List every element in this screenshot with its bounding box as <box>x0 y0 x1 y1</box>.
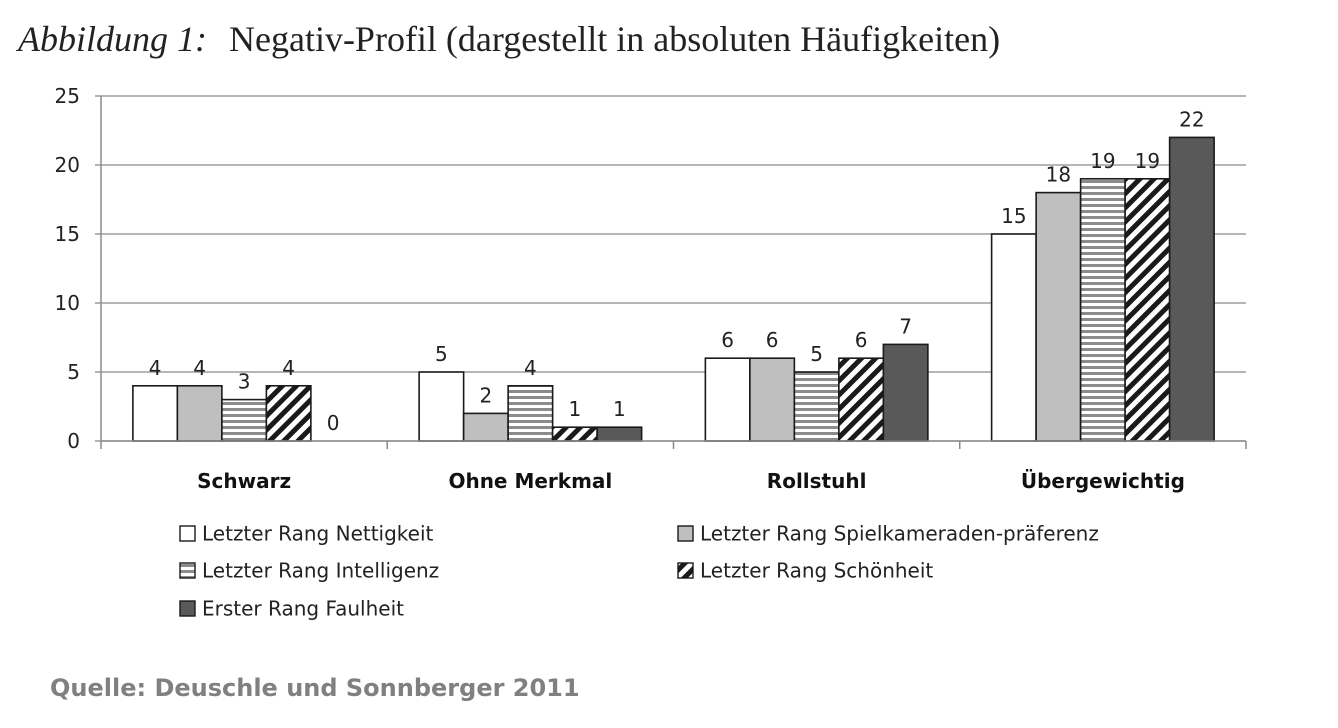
data-label: 19 <box>1135 149 1160 173</box>
figure-title: Abbildung 1: Negativ-Profil (dargestellt … <box>18 18 1000 60</box>
legend-swatch <box>677 525 694 542</box>
data-label: 7 <box>899 314 912 338</box>
bars <box>132 136 1215 442</box>
legend-swatch <box>179 562 196 579</box>
y-tick-label: 5 <box>67 360 80 384</box>
legend: Letzter Rang Nettigkeit Letzter Rang Spie… <box>179 522 1099 621</box>
data-label: 6 <box>766 328 779 352</box>
legend-swatch <box>179 525 196 542</box>
bar <box>793 371 840 442</box>
data-label: 5 <box>435 342 448 366</box>
data-label: 4 <box>149 356 162 380</box>
y-tick-label: 15 <box>55 222 80 246</box>
bar <box>265 384 312 442</box>
bar <box>704 357 751 442</box>
legend-label: Erster Rang Faulheit <box>202 597 404 621</box>
bar <box>1124 178 1171 442</box>
y-axis-ticks: 0 5 10 15 20 25 <box>55 84 80 453</box>
y-tick-label: 0 <box>67 429 80 453</box>
legend-label: Letzter Rang Schönheit <box>700 559 933 583</box>
axes <box>100 96 1247 449</box>
y-tick-label: 10 <box>55 291 80 315</box>
data-label: 4 <box>193 356 206 380</box>
data-label: 1 <box>613 397 626 421</box>
bar <box>596 426 643 442</box>
bar <box>1079 178 1126 442</box>
data-label: 3 <box>238 370 251 394</box>
figure-title-text: Negativ-Profil (dargestellt in absoluten… <box>228 19 1001 59</box>
bar-chart: 0 5 10 15 20 25 4 4 3 4 0 5 2 4 1 1 6 6 5 6 7 15 18 19 19 22 Sch… <box>55 84 1247 621</box>
data-label: 19 <box>1090 149 1115 173</box>
bar <box>132 384 179 442</box>
bar <box>462 412 509 442</box>
legend-swatch <box>179 600 196 617</box>
data-labels: 4 4 3 4 0 5 2 4 1 1 6 6 5 6 7 15 18 19 19 22 <box>149 107 1205 435</box>
legend-item: Letzter Rang Spielkameraden-präferenz <box>677 522 1099 546</box>
x-category-label: Ohne Merkmal <box>448 469 612 493</box>
legend-swatch <box>677 562 694 579</box>
bar <box>838 357 885 442</box>
data-label: 22 <box>1179 107 1204 131</box>
data-label: 2 <box>480 383 493 407</box>
x-category-label: Rollstuhl <box>767 469 867 493</box>
y-tick-label: 20 <box>55 153 80 177</box>
legend-item: Letzter Rang Schönheit <box>677 559 933 583</box>
x-axis-ticks: Schwarz Ohne Merkmal Rollstuhl Übergewichti… <box>197 469 1185 493</box>
bar <box>749 357 796 442</box>
legend-label: Letzter Rang Nettigkeit <box>202 522 434 546</box>
data-label: 4 <box>524 356 537 380</box>
bar <box>551 426 598 442</box>
data-label: 4 <box>282 356 295 380</box>
bar <box>1168 136 1215 442</box>
data-label: 15 <box>1001 204 1026 228</box>
bar <box>990 233 1037 442</box>
data-label: 5 <box>810 342 823 366</box>
data-label: 0 <box>327 411 340 435</box>
y-tick-label: 25 <box>55 84 80 108</box>
x-category-label: Schwarz <box>197 469 291 493</box>
legend-label: Letzter Rang Spielkameraden-präferenz <box>700 522 1099 546</box>
figure-label: Abbildung 1: <box>18 19 207 59</box>
legend-item: Erster Rang Faulheit <box>179 597 404 621</box>
data-label: 18 <box>1046 163 1071 187</box>
legend-label: Letzter Rang Intelligenz <box>202 559 439 583</box>
legend-item: Letzter Rang Intelligenz <box>179 559 439 583</box>
bar <box>221 398 268 442</box>
bar <box>1035 191 1082 442</box>
data-label: 1 <box>569 397 582 421</box>
bar <box>507 384 554 442</box>
data-label: 6 <box>855 328 868 352</box>
data-label: 6 <box>721 328 734 352</box>
bar <box>882 343 929 442</box>
x-category-label: Übergewichtig <box>1021 469 1185 493</box>
legend-item: Letzter Rang Nettigkeit <box>179 522 434 546</box>
bar <box>418 371 465 442</box>
bar <box>176 384 223 442</box>
source-note: Quelle: Deuschle und Sonnberger 2011 <box>50 674 580 702</box>
